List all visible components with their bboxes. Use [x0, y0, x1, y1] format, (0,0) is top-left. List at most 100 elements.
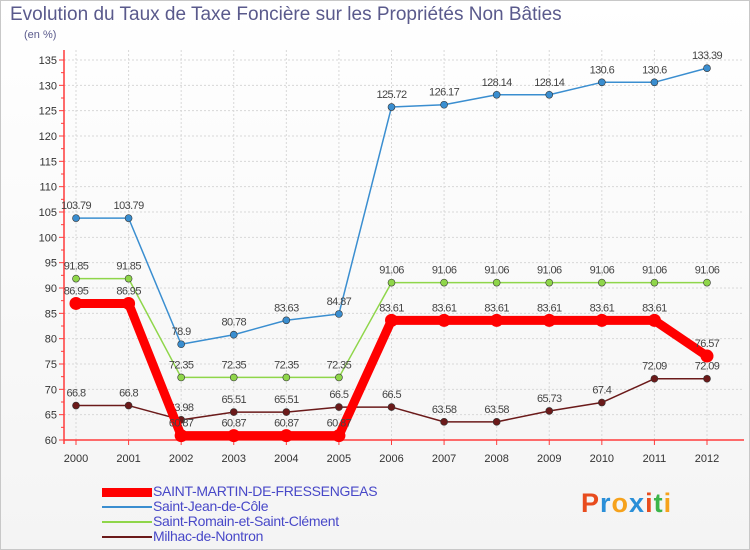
data-point-milhac-de-nontron-2001 — [124, 401, 133, 410]
data-label-saint-jean-de-c-le-2001: 103.79 — [114, 200, 145, 212]
data-label-saint-martin-de-fressengeas-2011: 83.61 — [642, 302, 667, 314]
data-label-saint-romain-et-saint-cl-ment-2005: 72.35 — [327, 359, 352, 371]
data-label-saint-martin-de-fressengeas-2008: 83.61 — [484, 302, 509, 314]
data-label-milhac-de-nontron-2000: 66.8 — [66, 388, 85, 400]
data-point-milhac-de-nontron-2011 — [650, 374, 659, 383]
legend-label-saint-jean-de-c-le: Saint-Jean-de-Côle — [153, 498, 269, 514]
legend-label-saint-martin-de-fressengeas: SAINT-MARTIN-DE-FRESSENGEAS — [153, 483, 378, 499]
data-label-saint-jean-de-c-le-2002: 78.9 — [172, 326, 191, 338]
data-point-saint-romain-et-saint-cl-ment-2002 — [177, 373, 185, 382]
x-tick-label-2008: 2008 — [484, 453, 508, 465]
data-point-saint-martin-de-fressengeas-2008 — [490, 313, 504, 327]
data-label-saint-martin-de-fressengeas-2005: 60.87 — [327, 418, 352, 430]
x-tick-label-2007: 2007 — [432, 453, 456, 465]
y-tick-label-105: 105 — [39, 207, 57, 219]
data-point-saint-jean-de-c-le-2000 — [72, 214, 80, 222]
legend-swatch-saint-jean-de-c-le — [102, 506, 152, 508]
chart-title: Evolution du Taux de Taxe Foncière sur l… — [10, 4, 562, 25]
data-label-saint-romain-et-saint-cl-ment-2002: 72.35 — [169, 359, 194, 371]
data-point-saint-martin-de-fressengeas-2007 — [437, 313, 451, 327]
data-point-saint-martin-de-fressengeas-2010 — [595, 313, 609, 327]
y-tick-label-125: 125 — [39, 106, 57, 118]
data-point-saint-martin-de-fressengeas-2012 — [700, 349, 714, 363]
data-label-saint-romain-et-saint-cl-ment-2011: 91.06 — [642, 265, 667, 277]
logo-letter: t — [653, 488, 664, 518]
data-point-saint-jean-de-c-le-2010 — [598, 78, 606, 87]
data-point-milhac-de-nontron-2008 — [492, 418, 501, 426]
data-point-saint-romain-et-saint-cl-ment-2011 — [650, 278, 659, 287]
data-point-saint-jean-de-c-le-2001 — [124, 214, 133, 222]
y-tick-label-120: 120 — [39, 131, 57, 143]
data-point-milhac-de-nontron-2003 — [229, 408, 238, 416]
data-point-saint-romain-et-saint-cl-ment-2010 — [598, 278, 606, 287]
y-tick-label-135: 135 — [39, 55, 57, 67]
data-point-saint-martin-de-fressengeas-2005 — [332, 429, 346, 443]
x-tick-label-2010: 2010 — [590, 453, 614, 465]
data-label-saint-romain-et-saint-cl-ment-2010: 91.06 — [590, 265, 615, 277]
data-label-saint-romain-et-saint-cl-ment-2001: 91.85 — [116, 261, 141, 273]
legend-swatch-milhac-de-nontron — [102, 536, 152, 538]
data-point-saint-jean-de-c-le-2008 — [492, 90, 501, 99]
data-point-saint-romain-et-saint-cl-ment-2008 — [492, 278, 501, 287]
data-point-milhac-de-nontron-2000 — [72, 401, 80, 410]
data-label-milhac-de-nontron-2007: 63.58 — [432, 404, 457, 416]
y-tick-label-130: 130 — [39, 80, 57, 92]
data-point-saint-romain-et-saint-cl-ment-2007 — [440, 278, 448, 287]
data-label-milhac-de-nontron-2004: 65.51 — [274, 394, 299, 406]
data-point-milhac-de-nontron-2005 — [335, 403, 343, 411]
y-tick-label-110: 110 — [39, 182, 57, 194]
x-tick-label-2011: 2011 — [643, 453, 667, 465]
y-tick-label-100: 100 — [39, 232, 57, 244]
data-label-saint-jean-de-c-le-2010: 130.6 — [590, 64, 615, 76]
data-label-saint-romain-et-saint-cl-ment-2009: 91.06 — [537, 265, 562, 277]
data-label-saint-jean-de-c-le-2004: 83.63 — [274, 302, 299, 314]
logo-letter: r — [600, 488, 612, 518]
data-label-saint-jean-de-c-le-2006: 125.72 — [376, 89, 407, 101]
y-tick-label-65: 65 — [45, 410, 57, 422]
y-tick-label-90: 90 — [45, 283, 57, 295]
logo-letter: i — [645, 488, 654, 518]
data-label-milhac-de-nontron-2010: 67.4 — [592, 385, 611, 397]
logo-letter: x — [629, 488, 646, 518]
data-point-saint-romain-et-saint-cl-ment-2004 — [282, 373, 291, 382]
data-label-saint-romain-et-saint-cl-ment-2004: 72.35 — [274, 359, 299, 371]
data-point-saint-martin-de-fressengeas-2004 — [279, 429, 293, 443]
data-label-saint-romain-et-saint-cl-ment-2003: 72.35 — [221, 359, 246, 371]
data-point-saint-romain-et-saint-cl-ment-2001 — [124, 274, 133, 283]
data-point-milhac-de-nontron-2012 — [703, 374, 711, 383]
data-point-saint-martin-de-fressengeas-2003 — [227, 429, 241, 443]
legend-swatch-saint-martin-de-fressengeas — [102, 488, 152, 497]
data-point-saint-jean-de-c-le-2011 — [650, 78, 659, 87]
data-label-saint-romain-et-saint-cl-ment-2006: 91.06 — [379, 265, 404, 277]
x-tick-label-2003: 2003 — [222, 453, 246, 465]
data-label-saint-romain-et-saint-cl-ment-2000: 91.85 — [64, 261, 89, 273]
data-point-saint-jean-de-c-le-2012 — [703, 64, 711, 72]
data-label-saint-martin-de-fressengeas-2006: 83.61 — [379, 302, 404, 314]
data-point-saint-martin-de-fressengeas-2001 — [122, 296, 136, 310]
data-point-milhac-de-nontron-2010 — [598, 398, 606, 407]
data-label-milhac-de-nontron-2003: 65.51 — [221, 394, 246, 406]
data-label-milhac-de-nontron-2012: 72.09 — [695, 361, 720, 373]
data-label-saint-martin-de-fressengeas-2010: 83.61 — [590, 302, 615, 314]
data-point-saint-romain-et-saint-cl-ment-2012 — [703, 278, 711, 287]
x-tick-label-2000: 2000 — [64, 453, 88, 465]
data-point-saint-jean-de-c-le-2005 — [335, 310, 343, 318]
data-label-saint-jean-de-c-le-2011: 130.6 — [642, 64, 667, 76]
data-label-saint-martin-de-fressengeas-2004: 60.87 — [274, 418, 299, 430]
x-tick-label-2001: 2001 — [116, 453, 140, 465]
data-label-milhac-de-nontron-2011: 72.09 — [642, 361, 667, 373]
data-label-milhac-de-nontron-2008: 63.58 — [484, 404, 509, 416]
data-label-milhac-de-nontron-2001: 66.8 — [119, 388, 138, 400]
data-point-saint-jean-de-c-le-2003 — [229, 330, 238, 339]
data-label-milhac-de-nontron-2009: 65.73 — [537, 393, 562, 405]
x-tick-label-2004: 2004 — [274, 453, 298, 465]
data-point-saint-jean-de-c-le-2009 — [545, 90, 554, 99]
logo-letter: i — [663, 488, 673, 518]
data-label-saint-romain-et-saint-cl-ment-2007: 91.06 — [432, 265, 457, 277]
data-label-saint-martin-de-fressengeas-2012: 76.57 — [695, 338, 720, 350]
data-point-saint-martin-de-fressengeas-2011 — [647, 313, 661, 327]
data-point-saint-martin-de-fressengeas-2000 — [69, 296, 83, 310]
data-point-saint-jean-de-c-le-2007 — [440, 100, 448, 109]
data-label-saint-martin-de-fressengeas-2003: 60.87 — [221, 418, 246, 430]
y-axis-unit: (en %) — [24, 29, 57, 41]
